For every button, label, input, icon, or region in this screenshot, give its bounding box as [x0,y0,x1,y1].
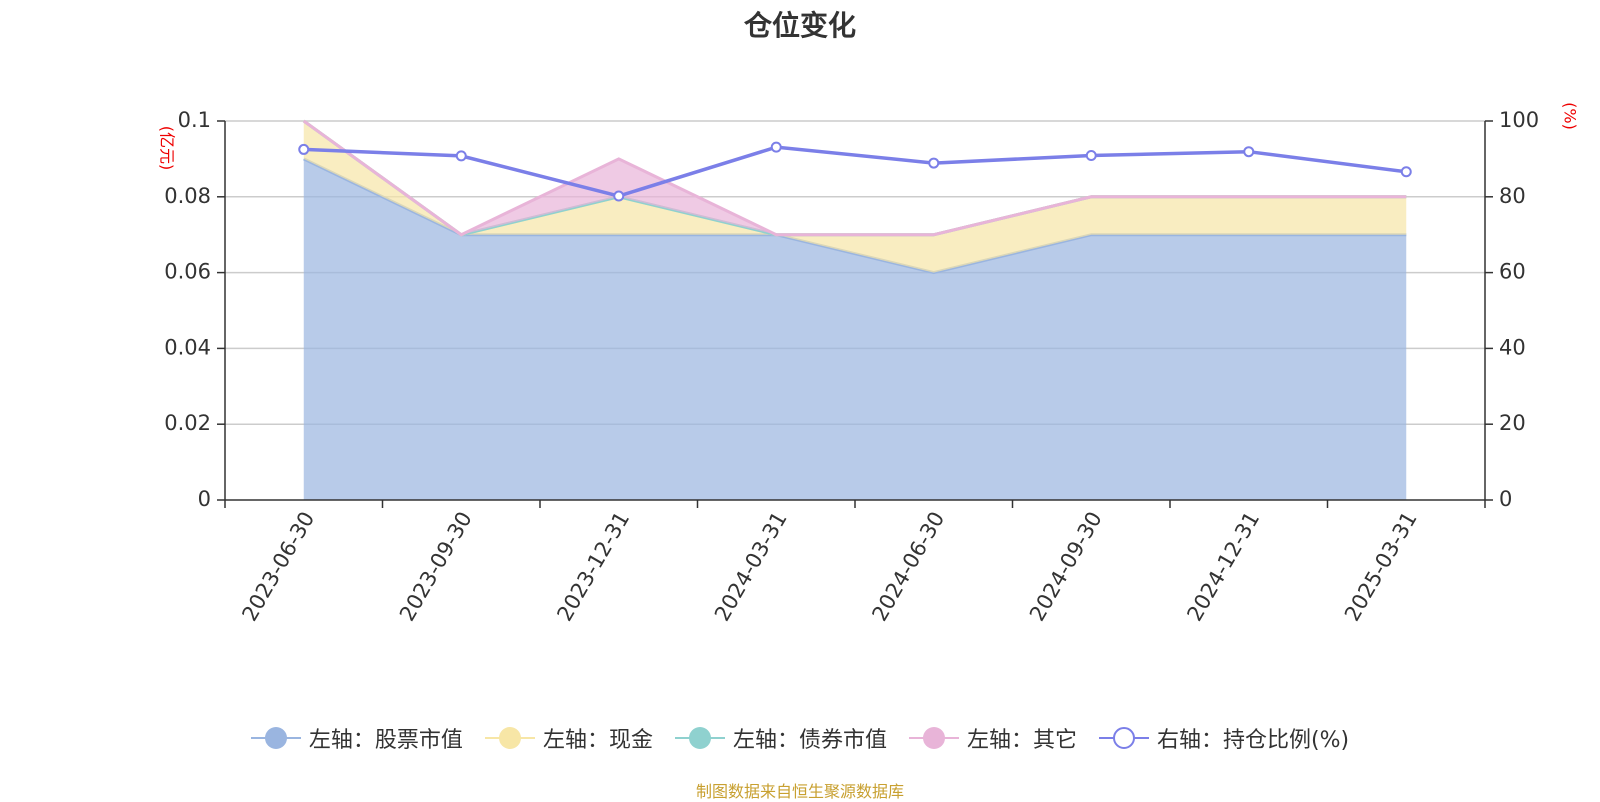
right-tick-label: 100 [1499,108,1539,132]
right-tick-label: 80 [1499,184,1526,208]
holding-ratio-point[interactable] [1400,166,1412,178]
left-tick-label: 0 [198,487,211,511]
left-tick-label: 0.1 [178,108,211,132]
legend-label: 左轴：现金 [542,728,653,753]
stacked-area-edge [302,119,1407,237]
legend-item[interactable]: 左轴：债券市值 [674,722,887,754]
legend-label: 左轴：股票市值 [308,728,463,753]
right-tick-label: 0 [1499,487,1512,511]
left-axis-unit: (亿元) [158,126,177,171]
legend-item[interactable]: 左轴：现金 [484,722,653,754]
holding-ratio-point[interactable] [613,190,625,202]
x-tick-label: 2024-09-30 [1025,508,1107,626]
holding-ratio-point[interactable] [770,141,782,153]
right-axis-unit: (%) [1561,102,1580,130]
x-tick-label: 2023-09-30 [395,508,477,626]
chart-title: 仓位变化 [743,9,856,42]
x-tick-label: 2023-06-30 [237,508,319,626]
left-tick-label: 0.08 [164,184,211,208]
legend-item[interactable]: 右轴：持仓比例(%) [1098,722,1350,754]
holding-ratio-line-path [303,145,1407,198]
legend-label: 左轴：债券市值 [732,728,887,753]
x-tick-label: 2025-03-31 [1340,508,1422,626]
holding-ratio-point[interactable] [928,157,940,169]
stacked-areas [302,119,1407,500]
legend-hollow-circle-icon [1098,727,1149,749]
right-tick-label: 40 [1499,335,1526,359]
legend-item[interactable]: 左轴：股票市值 [250,722,463,754]
x-tick-label: 2024-12-31 [1182,508,1264,626]
holding-ratio-point[interactable] [1243,146,1255,158]
legend-circle-icon [484,727,535,749]
left-tick-label: 0.02 [164,411,211,435]
legend-label: 左轴：其它 [966,728,1077,753]
holding-ratio-line [298,141,1412,202]
stacked-area [303,158,1407,500]
left-tick-label: 0.06 [164,260,211,284]
x-tick-label: 2024-03-31 [710,508,792,626]
holding-ratio-point[interactable] [298,143,310,155]
legend-circle-icon [908,727,959,749]
legend-circle-icon [250,727,301,749]
holding-ratio-point[interactable] [1085,149,1097,161]
right-tick-label: 20 [1499,411,1526,435]
left-tick-label: 0.04 [164,335,211,359]
right-tick-label: 60 [1499,260,1526,284]
holding-ratio-point[interactable] [455,150,467,162]
legend-label: 右轴：持仓比例(%) [1156,728,1350,753]
data-source-note: 制图数据来自恒生聚源数据库 [695,782,904,801]
legend-item[interactable]: 左轴：其它 [908,722,1077,754]
x-tick-label: 2023-12-31 [552,508,634,626]
legend: 左轴：股票市值 左轴：现金 左轴：债券市值 左轴：其它 右轴：持仓比例(%) [0,722,1600,754]
stacked-area [303,121,1407,235]
legend-circle-icon [674,727,725,749]
x-tick-label: 2024-06-30 [867,508,949,626]
